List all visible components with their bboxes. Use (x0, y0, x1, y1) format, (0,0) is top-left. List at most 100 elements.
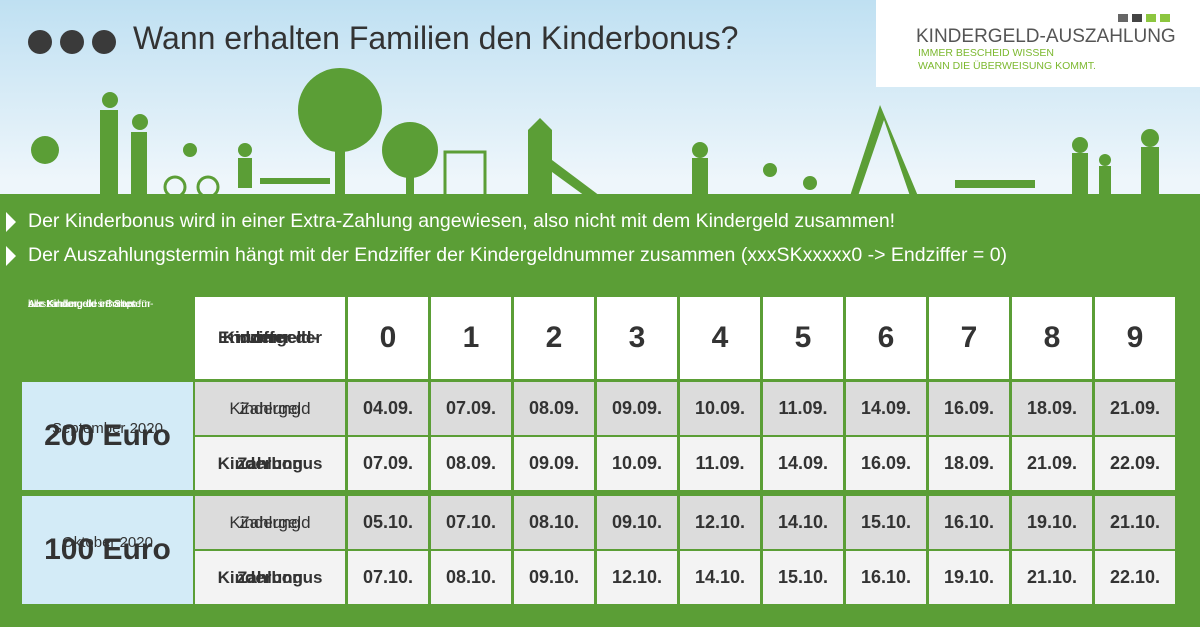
digit: 8 (1043, 321, 1061, 355)
date: 08.10. (445, 567, 497, 588)
date: 22.10. (1109, 567, 1161, 588)
date: 14.10. (694, 567, 746, 588)
date-cell: 19.10. (1012, 496, 1092, 549)
date: 21.09. (1026, 453, 1078, 474)
digit-cell: 4 (680, 297, 760, 379)
date-cell: 14.09. (763, 437, 843, 490)
date: 09.09. (528, 453, 580, 474)
digit: 7 (960, 321, 978, 355)
date: 14.09. (860, 398, 912, 419)
digit: 3 (628, 321, 646, 355)
date-cell: 12.10. (680, 496, 760, 549)
date-cell: 14.09. (846, 382, 926, 435)
bullet: Der Auszahlungstermin hängt mit der Endz… (28, 244, 1008, 266)
date-cell: 08.09. (431, 437, 511, 490)
date: 09.09. (611, 398, 663, 419)
date-cell: 10.09. (597, 437, 677, 490)
digit-cell: 3 (597, 297, 677, 379)
date-cell: 15.10. (763, 551, 843, 604)
date: 14.09. (777, 453, 829, 474)
date: 07.09. (445, 398, 497, 419)
row-label-line: Kinderbonus (217, 567, 323, 587)
digit: 5 (794, 321, 812, 355)
date: 16.09. (860, 453, 912, 474)
header-cell: Endziffer der Kindergeld-nummer (195, 297, 345, 379)
date-cell: 08.09. (514, 382, 594, 435)
date-cell: 16.09. (929, 382, 1009, 435)
header-line: Endziffer der (218, 328, 322, 348)
date: 16.10. (860, 567, 912, 588)
date: 08.09. (445, 453, 497, 474)
bullet: Der Kinderbonus wird in einer Extra-Zahl… (28, 210, 896, 232)
date: 08.09. (528, 398, 580, 419)
date-cell: 12.10. (597, 551, 677, 604)
date-cell: 07.10. (348, 551, 428, 604)
digit-cell: 1 (431, 297, 511, 379)
intro-line: ber Kindergeld erhalten: (28, 298, 141, 310)
date-cell: 16.10. (929, 496, 1009, 549)
date: 15.10. (777, 567, 829, 588)
digit: 9 (1126, 321, 1144, 355)
period-cell: Oktober 2020 100 Euro (22, 496, 193, 604)
date-cell: 21.09. (1095, 382, 1175, 435)
date-cell: 09.09. (514, 437, 594, 490)
digit-cell: 8 (1012, 297, 1092, 379)
date: 11.09. (695, 453, 745, 474)
date-cell: 15.10. (846, 496, 926, 549)
date: 15.10. (860, 512, 912, 533)
digit-cell: 2 (514, 297, 594, 379)
date-cell: 09.10. (597, 496, 677, 549)
row-label-cell: Zahlung Kindergeld (195, 382, 345, 435)
date: 16.10. (943, 512, 995, 533)
digit-cell: 5 (763, 297, 843, 379)
date: 10.09. (694, 398, 746, 419)
date: 21.09. (1109, 398, 1161, 419)
date: 10.09. (611, 453, 663, 474)
date-cell: 11.09. (680, 437, 760, 490)
date-cell: 07.09. (348, 437, 428, 490)
row-label-line: Zahlung (236, 453, 304, 473)
row-label-cell: Zahlung Kinderbonus (195, 437, 345, 490)
date-cell: 04.09. (348, 382, 428, 435)
date: 21.10. (1109, 512, 1161, 533)
intro-line: alle Kinder, die im Septem- (28, 298, 154, 310)
row-label-line: Kindergeld (229, 398, 311, 418)
date: 07.09. (362, 453, 414, 474)
date: 22.09. (1109, 453, 1161, 474)
date: 21.10. (1026, 567, 1078, 588)
date-cell: 14.10. (680, 551, 760, 604)
date-cell: 16.09. (846, 437, 926, 490)
date: 12.10. (694, 512, 746, 533)
row-label-line: Zahlung (239, 398, 301, 418)
date-cell: 18.09. (929, 437, 1009, 490)
digit: 6 (877, 321, 895, 355)
logo-tagline: IMMER BESCHEID WISSEN (918, 47, 1054, 59)
digit: 1 (462, 321, 480, 355)
row-label-line: Zahlung (239, 512, 301, 532)
date: 04.09. (362, 398, 414, 419)
date-cell: 16.10. (846, 551, 926, 604)
digit-cell: 9 (1095, 297, 1175, 379)
date: 18.09. (943, 453, 995, 474)
logo-tagline: WANN DIE ÜBERWEISUNG KOMMT. (918, 60, 1096, 72)
row-label-line: Kindergeld (229, 512, 311, 532)
date: 12.10. (611, 567, 663, 588)
date-cell: 21.10. (1012, 551, 1092, 604)
row-label-cell: Zahlung Kinderbonus (195, 551, 345, 604)
date: 11.09. (778, 398, 828, 419)
date: 05.10. (362, 512, 414, 533)
digit: 4 (711, 321, 729, 355)
header-line: nummer (236, 328, 304, 348)
digit: 0 (379, 321, 397, 355)
date: 09.10. (611, 512, 663, 533)
row-label-line: Zahlung (236, 567, 304, 587)
date-cell: 05.10. (348, 496, 428, 549)
date-cell: 08.10. (514, 496, 594, 549)
date: 14.10. (777, 512, 829, 533)
date: 19.10. (1026, 512, 1078, 533)
date: 09.10. (528, 567, 580, 588)
row-label-line: Kinderbonus (217, 453, 323, 473)
title: Wann erhalten Familien den Kinderbonus? (133, 20, 739, 56)
date-cell: 09.10. (514, 551, 594, 604)
